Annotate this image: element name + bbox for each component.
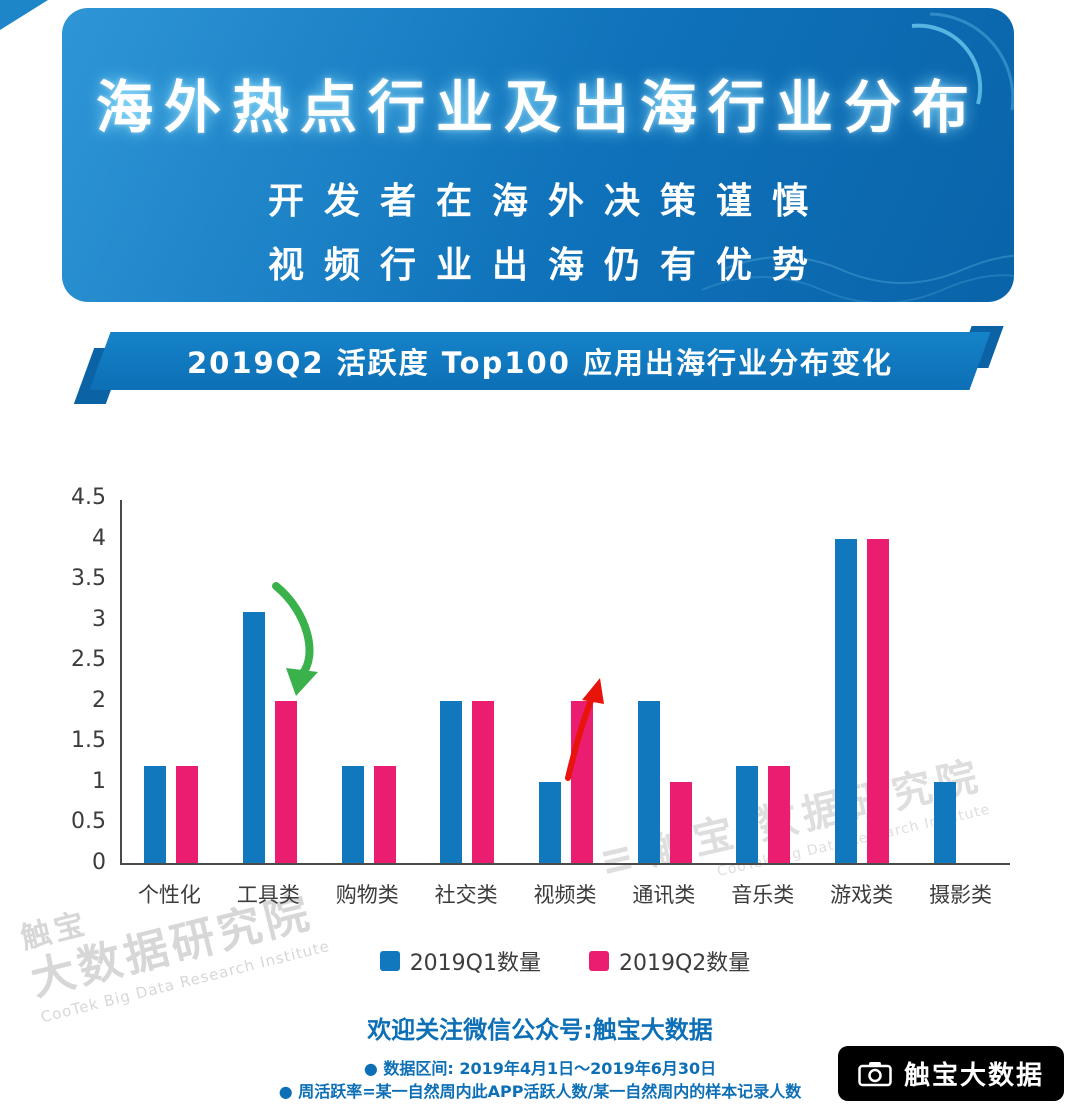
bar-2019Q2数量-工具类 [275,701,297,863]
bar-group-工具类 [221,500,320,863]
bar-2019Q1数量-购物类 [341,766,364,863]
bar-group-摄影类 [911,500,1010,863]
x-tick-label-摄影类: 摄影类 [929,883,993,907]
x-tick-label-工具类: 工具类 [236,883,300,907]
footer: 欢迎关注微信公众号:触宝大数据 ● 数据区间: 2019年4月1日～2019年6… [0,1010,1080,1103]
legend-label: 2019Q1数量 [409,951,541,976]
legend-label: 2019Q2数量 [619,951,751,976]
metric-definition-note: ● 周活跃率=某一自然周内此APP活跃人数/某一自然周内的样本记录人数 [278,1082,802,1102]
brand-logo-text: 触宝大数据 [903,1061,1044,1091]
chart-title: 2019Q2 活跃度 Top100 应用出海行业分布变化 [187,346,893,380]
x-tick-label-个性化: 个性化 [137,883,201,907]
chart-title-ribbon: 2019Q2 活跃度 Top100 应用出海行业分布变化 [0,326,1080,404]
bar-group-游戏类 [813,500,912,863]
chart-legend: 2019Q1数量 2019Q2数量 [120,945,1010,977]
y-tick-label: 3.5 [71,566,106,592]
x-tick-label-社交类: 社交类 [434,883,498,907]
subtitle-line-2: 视频行业出海仍有优势 [267,245,828,286]
bar-chart: 0 0.5 1 1.5 2 2.5 3 3.5 4 4.5 个性化 工具类 购物类 社交类 视频类 通讯类 音… [71,485,1010,977]
x-tick-label-通讯类: 通讯类 [632,883,696,907]
y-tick-label: 4.5 [71,485,106,510]
subtitle-line-1: 开发者在海外决策谨慎 [267,181,828,222]
bars-container [122,500,1010,863]
y-tick-label: 0.5 [71,809,106,835]
legend-swatch [379,951,400,971]
legend-swatch [589,951,609,971]
bar-2019Q1数量-工具类 [243,612,265,863]
x-tick-label-购物类: 购物类 [335,883,399,907]
y-tick-label: 3 [92,606,106,632]
bar-2019Q2数量-购物类 [373,766,396,863]
legend-item-2019Q2数量: 2019Q2数量 [589,945,750,977]
bar-2019Q2数量-通讯类 [669,782,692,863]
bar-group-通讯类 [615,500,714,863]
increase-arrow-icon [565,678,604,781]
ribbon-banner: 2019Q2 活跃度 Top100 应用出海行业分布变化 [89,332,991,390]
y-axis: 0 0.5 1 1.5 2 2.5 3 3.5 4 4.5 [58,485,114,875]
bar-2019Q1数量-摄影类 [933,782,956,863]
bar-2019Q1数量-视频类 [539,782,562,863]
x-axis-labels: 个性化 工具类 购物类 社交类 视频类 通讯类 音乐类 游戏类 摄影类 [120,879,1010,909]
bar-2019Q2数量-个性化 [176,766,199,863]
y-tick-label: 1 [92,768,106,794]
bar-group-购物类 [319,500,418,863]
brand-logo: 触宝大数据 [837,1046,1064,1101]
x-tick-label-游戏类: 游戏类 [830,883,894,907]
bar-group-个性化 [122,500,221,863]
legend-item-2019Q1数量: 2019Q1数量 [379,945,541,977]
bar-2019Q1数量-社交类 [440,701,463,863]
page-title: 海外热点行业及出海行业分布 [96,75,980,141]
bar-group-社交类 [418,500,517,863]
corner-decoration [0,0,48,30]
plot-area: 0 0.5 1 1.5 2 2.5 3 3.5 4 4.5 [71,485,1010,875]
x-tick-label-音乐类: 音乐类 [731,883,795,907]
bar-2019Q2数量-游戏类 [867,539,890,863]
bar-2019Q1数量-通讯类 [637,701,660,863]
camera-icon [858,1061,892,1086]
bar-2019Q2数量-社交类 [472,701,495,863]
decrease-arrow-icon [272,582,318,696]
bar-2019Q2数量-音乐类 [768,766,791,863]
wechat-cta: 欢迎关注微信公众号:触宝大数据 [367,1016,713,1044]
y-tick-label: 1.5 [71,728,106,754]
bar-2019Q1数量-个性化 [144,766,167,863]
bar-2019Q1数量-游戏类 [835,539,858,863]
bar-group-音乐类 [714,500,813,863]
y-tick-label: 0 [92,850,106,875]
x-tick-label-视频类: 视频类 [533,883,597,907]
y-tick-label: 2 [92,687,106,713]
y-tick-label: 2.5 [71,647,106,673]
y-tick-label: 4 [92,525,106,551]
data-range-note: ● 数据区间: 2019年4月1日～2019年6月30日 [363,1059,717,1078]
header-banner: 海外热点行业及出海行业分布 开发者在海外决策谨慎 视频行业出海仍有优势 [62,8,1014,302]
bar-2019Q1数量-音乐类 [736,766,759,863]
